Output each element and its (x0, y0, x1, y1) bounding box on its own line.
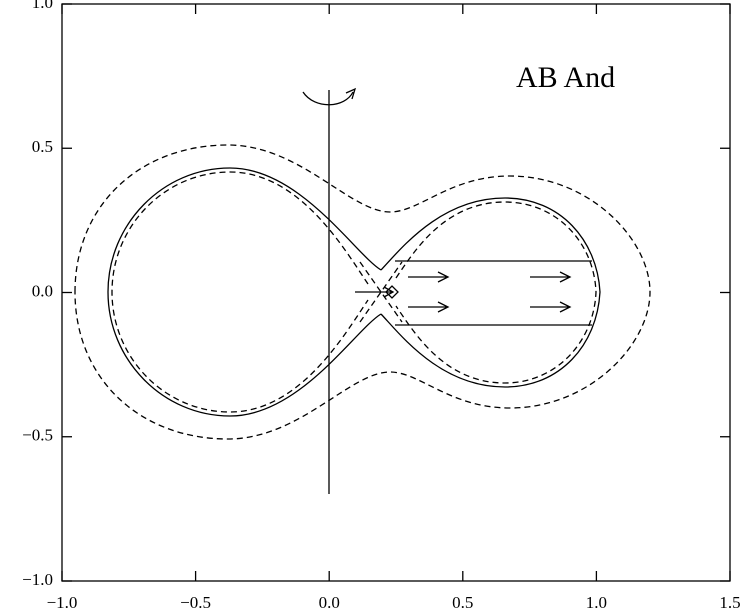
annotation: AB And (516, 61, 615, 94)
flow-arrow (408, 271, 450, 283)
roche-geometry (74, 87, 651, 494)
inner-contour-neck (359, 261, 403, 323)
inner-contour-right (395, 201, 597, 384)
y-tick-label: 1.0 (32, 0, 53, 12)
secondary-lobe (380, 197, 601, 388)
y-tick-label: −0.5 (22, 426, 53, 445)
x-tick-label: 0.5 (452, 593, 473, 612)
rotation-arrow (302, 87, 357, 106)
primary-lobe (107, 167, 382, 417)
x-tick-label: −0.5 (180, 593, 211, 612)
y-tick-label: −1.0 (22, 570, 53, 589)
plot-frame (61, 3, 731, 582)
x-tick-label: 1.5 (719, 593, 740, 612)
l1-point (385, 285, 399, 299)
x-tick-label: −1.0 (47, 593, 78, 612)
inner-contour-left (111, 171, 369, 413)
flow-arrow (355, 286, 395, 298)
flow-arrow (530, 301, 572, 313)
x-tick-label: 0.0 (319, 593, 340, 612)
y-tick-label: 0.5 (32, 137, 53, 156)
flow-arrow (530, 271, 572, 283)
outer-contour (74, 144, 651, 440)
y-tick-label: 0.0 (32, 281, 53, 300)
flow-arrow (408, 301, 450, 313)
x-tick-label: 1.0 (586, 593, 607, 612)
